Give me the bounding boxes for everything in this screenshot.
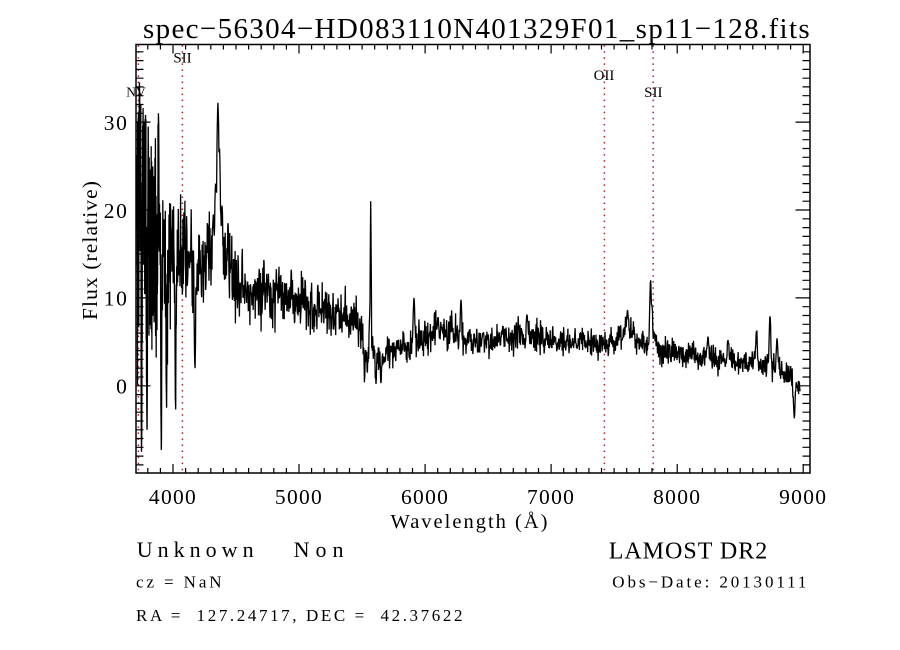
svg-text:0: 0 <box>116 375 128 399</box>
svg-text:20: 20 <box>104 199 129 223</box>
svg-text:Non: Non <box>294 537 350 562</box>
svg-text:cz = NaN: cz = NaN <box>136 573 224 592</box>
svg-text:Flux (relative): Flux (relative) <box>78 180 102 320</box>
svg-text:6000: 6000 <box>401 485 449 509</box>
svg-text:LAMOST DR2: LAMOST DR2 <box>609 539 769 565</box>
svg-text:Obs−Date: 20130111: Obs−Date: 20130111 <box>612 573 809 592</box>
svg-text:SII: SII <box>644 85 662 101</box>
svg-text:OII: OII <box>594 68 615 84</box>
svg-text:spec−56304−HD083110N401329F01_: spec−56304−HD083110N401329F01_sp11−128.f… <box>143 13 811 45</box>
svg-text:RA = 127.24717, DEC = 42.376: RA = 127.24717, DEC = 42.37622 <box>136 606 465 625</box>
svg-text:9000: 9000 <box>779 485 827 509</box>
svg-text:Unknown: Unknown <box>137 537 259 562</box>
svg-text:SII: SII <box>173 51 191 67</box>
svg-text:8000: 8000 <box>653 485 701 509</box>
svg-text:Wavelength (Å): Wavelength (Å) <box>391 511 550 533</box>
svg-text:30: 30 <box>104 111 129 135</box>
svg-text:7000: 7000 <box>527 485 575 509</box>
svg-text:5000: 5000 <box>275 485 323 509</box>
svg-text:4000: 4000 <box>149 485 197 509</box>
svg-text:10: 10 <box>104 287 129 311</box>
